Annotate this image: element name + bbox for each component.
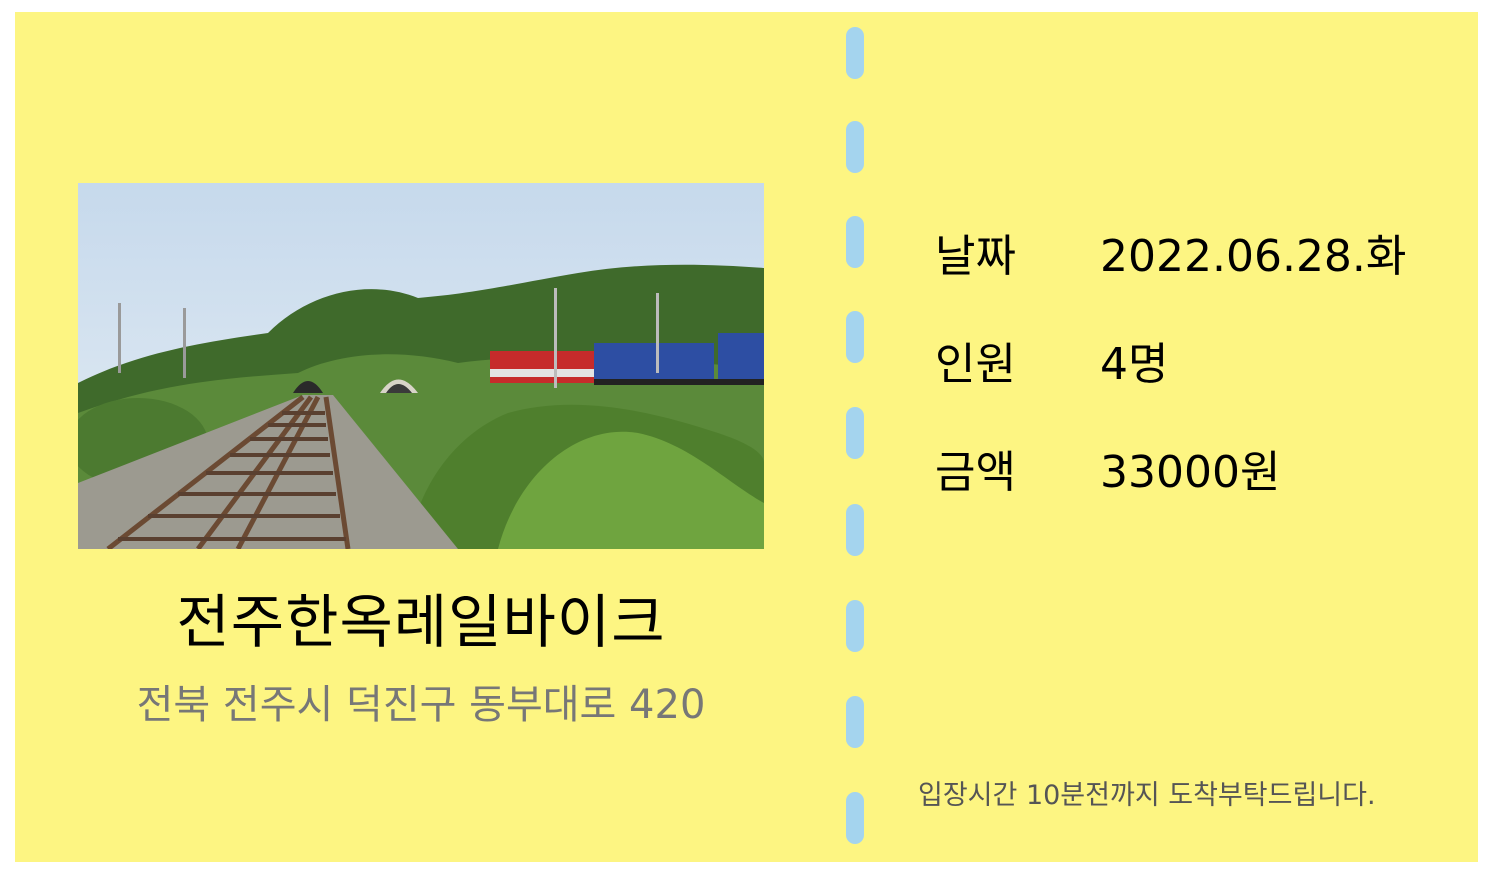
party-size-value: 4명 (1100, 339, 1169, 390)
railway-photo (78, 183, 764, 549)
price-value: 33000원 (1100, 447, 1281, 498)
party-size-label: 인원 (935, 339, 1016, 390)
perforation-dash (846, 121, 864, 173)
venue-address: 전북 전주시 덕진구 동부대로 420 (136, 682, 706, 728)
date-value: 2022.06.28.화 (1100, 231, 1407, 282)
date-label: 날짜 (935, 231, 1016, 282)
perforation-dash (846, 792, 864, 844)
venue-name: 전주한옥레일바이크 (176, 588, 666, 656)
perforation-dash (846, 696, 864, 748)
railway-landscape-image (78, 183, 764, 549)
perforation-dash (846, 216, 864, 268)
perforation-dash (846, 311, 864, 363)
perforation-dash (846, 27, 864, 79)
perforation-dash (846, 407, 864, 459)
price-label: 금액 (935, 447, 1016, 498)
perforation-dash (846, 600, 864, 652)
perforation-dash (846, 504, 864, 556)
arrival-notice: 입장시간 10분전까지 도착부탁드립니다. (918, 780, 1376, 811)
ticket-card: 전주한옥레일바이크 전북 전주시 덕진구 동부대로 420 날짜 2022.06… (15, 12, 1478, 862)
